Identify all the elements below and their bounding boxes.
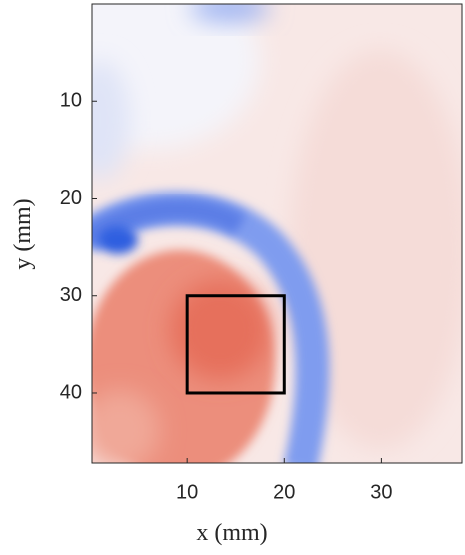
y-tick-label: 30	[60, 284, 82, 306]
plot-frame	[91, 3, 463, 464]
x-axis-label: x (mm)	[196, 520, 267, 546]
x-tick-label: 10	[176, 481, 198, 503]
y-axis-label: y (mm)	[10, 198, 36, 269]
roi-box	[185, 294, 286, 395]
y-tick-label: 40	[60, 381, 82, 403]
y-tick-label: 20	[60, 187, 82, 209]
y-tick-label: 10	[60, 90, 82, 112]
x-tick-label: 30	[370, 481, 392, 503]
heatmap-field	[92, 4, 462, 463]
x-tick-label: 20	[273, 481, 295, 503]
